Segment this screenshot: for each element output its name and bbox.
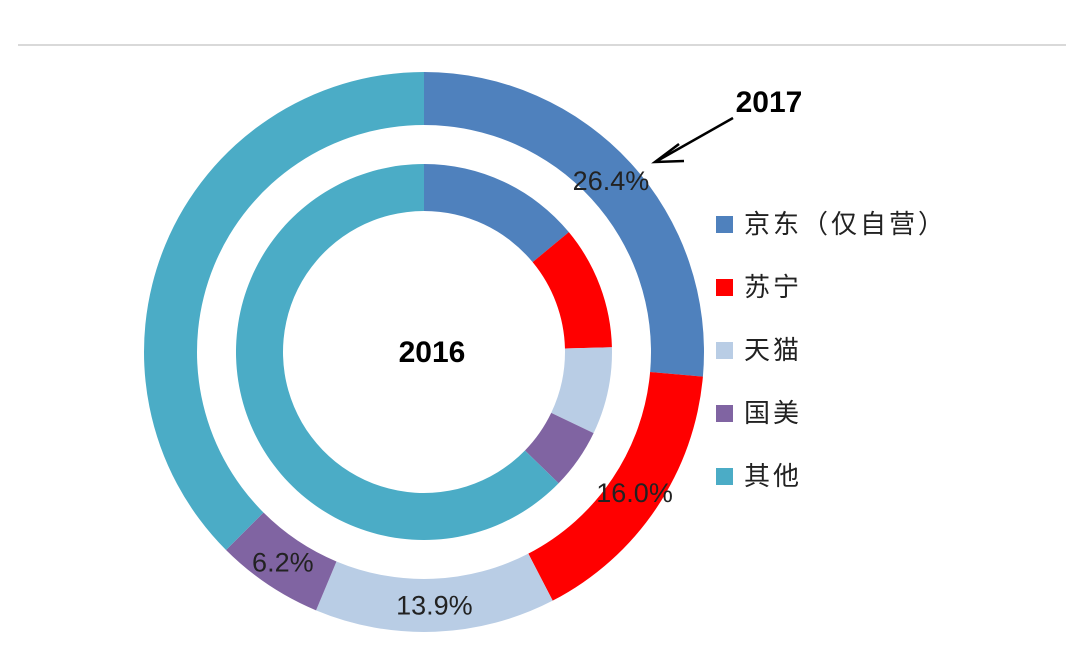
legend-label-4: 国美	[744, 399, 802, 429]
legend-label-3: 天猫	[744, 336, 802, 366]
slice-2017-4	[226, 512, 337, 611]
slice-2017-1	[424, 72, 704, 377]
legend-label-5: 其他	[744, 462, 802, 492]
legend-swatch-5	[716, 468, 733, 485]
data-label-2017-2: 16.0%	[596, 478, 673, 508]
arrow-pointer-icon	[651, 116, 734, 164]
slice-2016-2	[532, 232, 612, 349]
legend-swatch-1	[716, 216, 733, 233]
slice-2016-1	[424, 164, 569, 263]
slice-2017-3	[316, 553, 553, 632]
legend-swatch-3	[716, 342, 733, 359]
legend-swatch-2	[716, 279, 733, 296]
outer-ring-label: 2017	[736, 86, 803, 119]
inner-ring-2016	[235, 164, 612, 540]
slice-2016-5	[235, 164, 559, 540]
outer-ring-2017	[143, 72, 704, 632]
data-label-2017-3: 13.9%	[396, 590, 473, 620]
slice-2016-4	[524, 412, 594, 484]
data-label-2017-1: 26.4%	[573, 166, 650, 196]
slice-2016-3	[551, 347, 612, 434]
slice-2017-2	[528, 371, 703, 601]
data-labels: 26.4% 16.0% 13.9% 6.2%	[252, 166, 673, 620]
inner-ring-label: 2016	[399, 336, 466, 369]
data-label-2017-4: 6.2%	[252, 548, 314, 578]
legend-label-2: 苏宁	[744, 273, 802, 303]
legend-swatch-4	[716, 405, 733, 422]
top-divider	[18, 44, 1066, 46]
legend-label-1: 京东（仅自营）	[744, 210, 947, 240]
slice-2017-5	[143, 72, 425, 550]
